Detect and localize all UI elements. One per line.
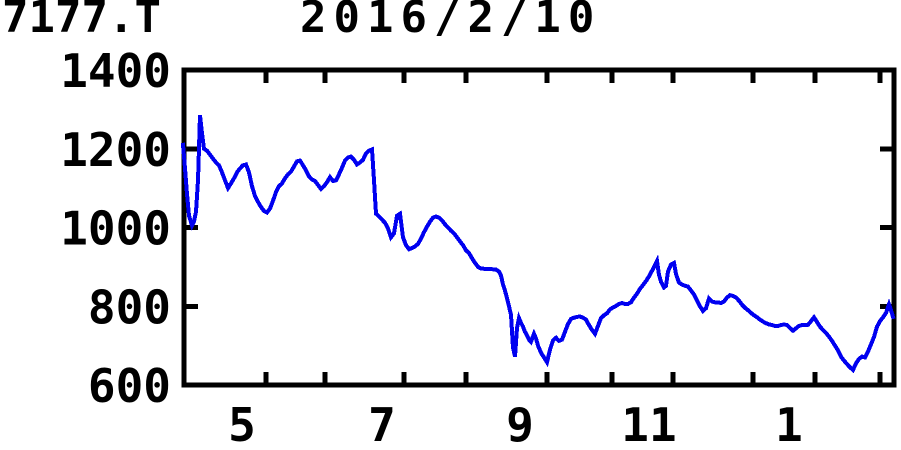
- chart-date: 2016/2/10: [300, 0, 602, 43]
- y-axis-label: 800: [88, 280, 171, 334]
- ticker-symbol: 7177.T: [2, 0, 161, 43]
- y-axis-label: 1000: [60, 202, 171, 256]
- x-axis-label: 5: [228, 398, 256, 450]
- price-line: [180, 115, 896, 374]
- plot-border: [181, 67, 897, 388]
- x-axis-label: 11: [621, 398, 676, 450]
- x-axis-label: 1: [775, 398, 803, 450]
- y-axis-label: 1400: [60, 44, 171, 98]
- y-axis-label: 600: [88, 359, 171, 413]
- x-axis-label: 9: [506, 398, 534, 450]
- x-axis-label: 7: [368, 398, 396, 450]
- y-axis-label: 1200: [60, 123, 171, 177]
